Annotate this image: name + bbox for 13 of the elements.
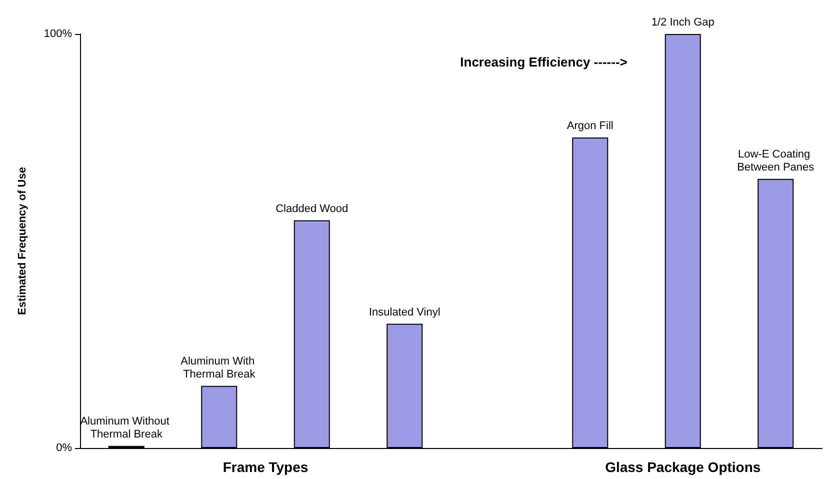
annotation: Increasing Efficiency ------> xyxy=(460,54,628,70)
x-tick-label: Argon Fill xyxy=(566,120,614,132)
text: Glass Package Options xyxy=(605,459,761,475)
x-tick-label: Aluminum With Thermal Break xyxy=(180,355,258,380)
y-tick-label: 100% xyxy=(44,28,72,40)
text: Frame Types xyxy=(222,459,308,475)
y-axis-title: Estimated Frequency of Use xyxy=(16,167,28,315)
x-tick-label: Low-E Coating Between Panes xyxy=(737,148,815,174)
x-tick-label: Insulated Vinyl xyxy=(368,306,440,318)
x-tick-label: Cladded Wood xyxy=(276,202,348,215)
x-tick-label: Aluminum Without Thermal Break xyxy=(80,415,173,440)
x-tick-label: 1/2 Inch Gap xyxy=(651,16,714,28)
y-tick-label: 0% xyxy=(56,442,72,454)
